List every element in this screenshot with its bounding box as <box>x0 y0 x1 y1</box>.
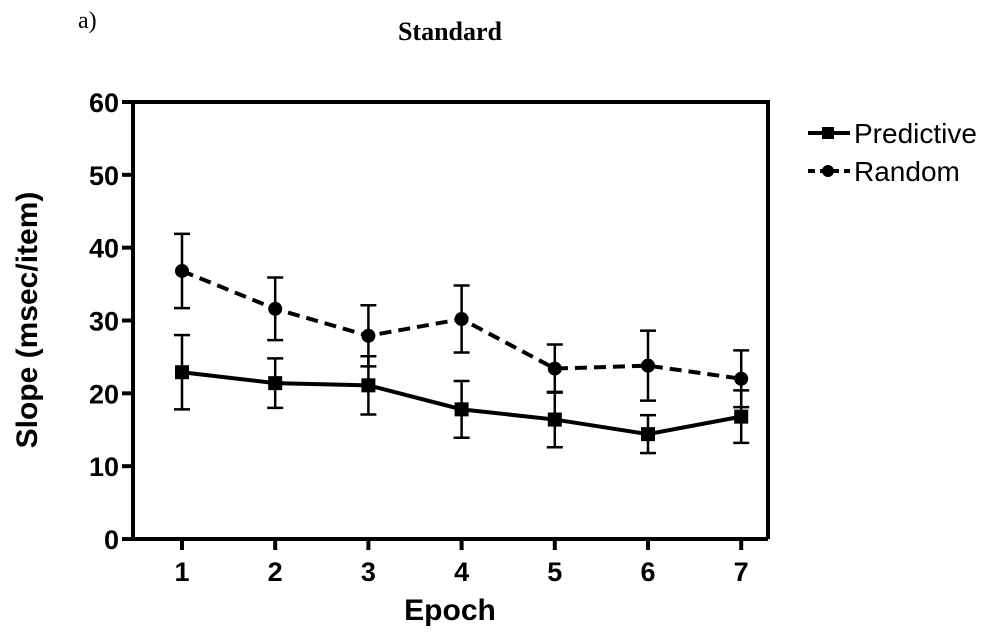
legend-marker <box>822 165 834 177</box>
x-ticks: 1 2 3 4 5 6 7 <box>174 539 749 587</box>
y-tick-label: 30 <box>89 307 119 337</box>
data-point <box>268 301 283 316</box>
data-point <box>361 378 376 393</box>
y-tick-label: 20 <box>89 379 119 409</box>
x-tick-label: 6 <box>640 557 655 587</box>
data-point <box>734 371 749 386</box>
y-tick-label: 40 <box>89 234 119 264</box>
legend-item-predictive: Predictive <box>808 118 977 149</box>
data-point <box>641 358 655 373</box>
data-point <box>454 402 469 417</box>
legend-marker <box>822 127 834 139</box>
x-tick-label: 3 <box>361 557 376 587</box>
legend-label: Random <box>854 156 960 187</box>
legend: Predictive Random <box>808 118 977 187</box>
data-point <box>268 376 283 391</box>
x-tick-label: 5 <box>547 557 562 587</box>
y-tick-label: 50 <box>89 161 119 191</box>
x-tick-label: 1 <box>174 557 189 587</box>
y-tick-label: 0 <box>104 525 119 555</box>
chart-title: Standard <box>398 17 503 46</box>
data-point <box>547 361 562 376</box>
y-tick-label: 60 <box>89 88 119 118</box>
data-point <box>175 263 189 278</box>
series-random <box>174 232 750 409</box>
axes <box>131 100 770 541</box>
x-tick-label: 2 <box>268 557 283 587</box>
data-point <box>734 409 749 424</box>
x-axis-label: Epoch <box>404 594 496 627</box>
data-point <box>361 328 376 343</box>
x-tick-label: 4 <box>454 557 469 587</box>
plot-area <box>174 232 750 455</box>
legend-item-random: Random <box>808 156 960 187</box>
data-point <box>175 365 189 380</box>
data-point <box>641 427 655 442</box>
y-tick-label: 10 <box>89 452 119 482</box>
x-tick-label: 7 <box>734 557 749 587</box>
data-point <box>454 312 469 327</box>
y-ticks: 0 10 20 30 40 50 60 <box>89 88 133 555</box>
panel-label: a) <box>78 8 97 34</box>
y-axis-label: Slope (msec/item) <box>11 192 44 449</box>
data-point <box>547 412 562 427</box>
series-predictive <box>174 333 750 455</box>
legend-label: Predictive <box>854 118 977 149</box>
